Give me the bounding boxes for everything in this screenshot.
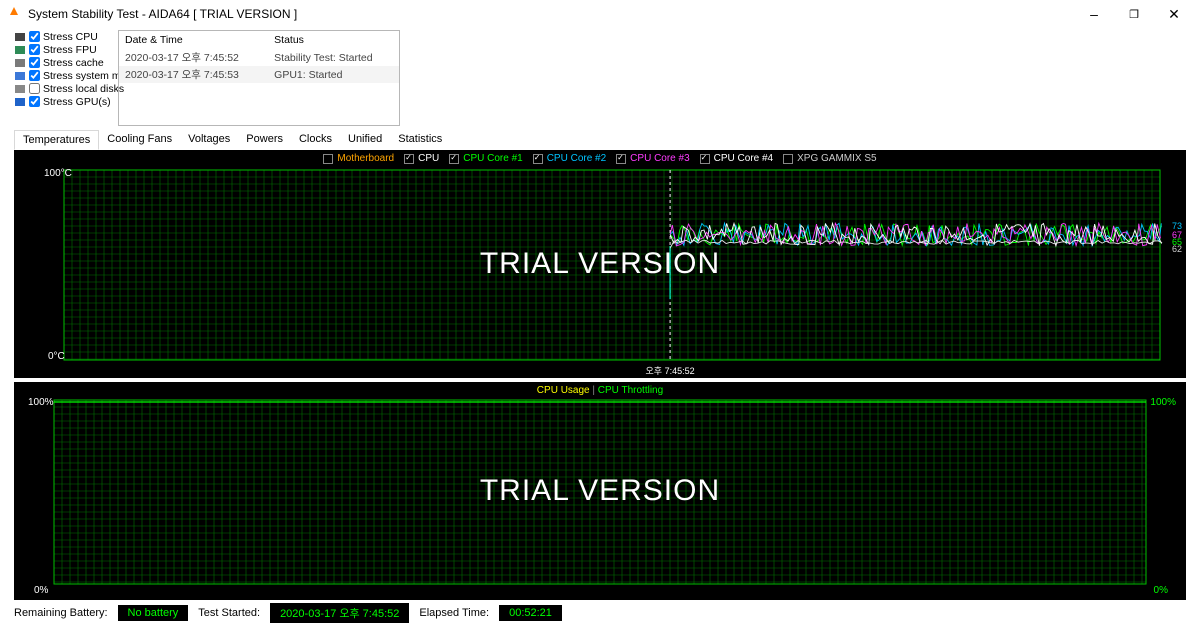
tab-voltages[interactable]: Voltages	[180, 130, 238, 150]
tab-statistics[interactable]: Statistics	[390, 130, 450, 150]
top-panels: Stress CPUStress FPUStress cacheStress s…	[0, 28, 1200, 130]
chart-area: Motherboard CPU CPU Core #1 CPU Core #2 CPU …	[0, 150, 1200, 604]
log-cell-status: GPU1: Started	[268, 66, 399, 83]
stress-icon	[14, 70, 26, 82]
legend-item[interactable]: CPU Core #4	[700, 153, 773, 164]
legend-label: CPU Core #4	[714, 153, 773, 164]
stress-option[interactable]: Stress FPU	[14, 43, 112, 56]
legend-item[interactable]: CPU Core #2	[533, 153, 606, 164]
tab-bar: TemperaturesCooling FansVoltagesPowersCl…	[0, 130, 1200, 150]
log-row: 2020-03-17 오후 7:45:52Stability Test: Sta…	[119, 49, 399, 66]
log-cell-date: 2020-03-17 오후 7:45:53	[119, 66, 268, 83]
log-panel: Date & Time Status 2020-03-17 오후 7:45:52…	[118, 30, 400, 126]
tab-powers[interactable]: Powers	[238, 130, 291, 150]
stress-checkbox[interactable]	[29, 83, 40, 94]
tab-cooling-fans[interactable]: Cooling Fans	[99, 130, 180, 150]
close-button[interactable]: ✕	[1154, 4, 1194, 24]
log-row: 2020-03-17 오후 7:45:53GPU1: Started	[119, 66, 399, 83]
legend-checkbox[interactable]	[323, 154, 333, 164]
stress-option[interactable]: Stress system memory	[14, 69, 112, 82]
stress-options: Stress CPUStress FPUStress cacheStress s…	[14, 30, 112, 126]
status-bar: Remaining Battery: No battery Test Start…	[0, 604, 1200, 628]
stress-option[interactable]: Stress local disks	[14, 82, 112, 95]
legend-checkbox[interactable]	[449, 154, 459, 164]
legend-checkbox[interactable]	[700, 154, 710, 164]
window-title: System Stability Test - AIDA64 [ TRIAL V…	[28, 7, 297, 21]
stress-icon	[14, 31, 26, 43]
stress-option[interactable]: Stress cache	[14, 56, 112, 69]
battery-label: Remaining Battery:	[14, 607, 108, 619]
tab-unified[interactable]: Unified	[340, 130, 390, 150]
minimize-button[interactable]: –	[1074, 4, 1114, 24]
elapsed-value: 00:52:21	[499, 605, 562, 621]
legend-label: Motherboard	[337, 153, 394, 164]
legend-item[interactable]: Motherboard	[323, 153, 394, 164]
stress-label: Stress CPU	[43, 31, 98, 43]
stress-checkbox[interactable]	[29, 31, 40, 42]
stress-icon	[14, 44, 26, 56]
started-value: 2020-03-17 오후 7:45:52	[270, 603, 409, 623]
usage-y-min: 0%	[34, 585, 48, 596]
usage-legend: CPU Usage | CPU Throttling	[14, 385, 1186, 396]
stress-icon	[14, 83, 26, 95]
legend-checkbox[interactable]	[616, 154, 626, 164]
maximize-button[interactable]: ❐	[1114, 4, 1154, 24]
stress-label: Stress local disks	[43, 83, 124, 95]
started-label: Test Started:	[198, 607, 260, 619]
log-col-date: Date & Time	[119, 31, 268, 49]
legend-item[interactable]: CPU Core #1	[449, 153, 522, 164]
legend-label: CPU	[418, 153, 439, 164]
temp-y-min: 0°C	[48, 351, 65, 362]
temp-y-max: 100°C	[44, 168, 72, 179]
usage-right-max: 100%	[1150, 397, 1176, 408]
temp-x-time: 오후 7:45:52	[646, 364, 695, 377]
stress-option[interactable]: Stress GPU(s)	[14, 95, 112, 108]
stress-icon	[14, 96, 26, 108]
legend-label: CPU Core #2	[547, 153, 606, 164]
usage-y-max: 100%	[28, 397, 54, 408]
stress-checkbox[interactable]	[29, 57, 40, 68]
legend-checkbox[interactable]	[783, 154, 793, 164]
stress-label: Stress cache	[43, 57, 104, 69]
legend-item[interactable]: CPU	[404, 153, 439, 164]
legend-checkbox[interactable]	[404, 154, 414, 164]
usage-chart: CPU Usage | CPU Throttling 100% 0% 100% …	[14, 382, 1186, 600]
legend-label: CPU Core #1	[463, 153, 522, 164]
tab-temperatures[interactable]: Temperatures	[14, 130, 99, 150]
legend-item[interactable]: XPG GAMMIX S5	[783, 153, 876, 164]
legend-cpu-usage[interactable]: CPU Usage	[537, 385, 590, 396]
log-cell-date: 2020-03-17 오후 7:45:52	[119, 49, 268, 66]
temperature-legend: Motherboard CPU CPU Core #1 CPU Core #2 CPU …	[14, 153, 1186, 164]
stress-option[interactable]: Stress CPU	[14, 30, 112, 43]
battery-value: No battery	[118, 605, 189, 621]
usage-right-min: 0%	[1154, 585, 1168, 596]
legend-label: XPG GAMMIX S5	[797, 153, 876, 164]
log-col-status: Status	[268, 31, 399, 49]
legend-label: CPU Core #3	[630, 153, 689, 164]
legend-item[interactable]: CPU Core #3	[616, 153, 689, 164]
stress-label: Stress GPU(s)	[43, 96, 111, 108]
stress-checkbox[interactable]	[29, 44, 40, 55]
stress-checkbox[interactable]	[29, 70, 40, 81]
log-cell-status: Stability Test: Started	[268, 49, 399, 66]
app-icon	[6, 6, 22, 22]
tab-clocks[interactable]: Clocks	[291, 130, 340, 150]
temp-readout: 62	[1172, 244, 1182, 254]
legend-cpu-throttling[interactable]: CPU Throttling	[598, 385, 663, 396]
legend-checkbox[interactable]	[533, 154, 543, 164]
titlebar: System Stability Test - AIDA64 [ TRIAL V…	[0, 0, 1200, 28]
stress-label: Stress FPU	[43, 44, 97, 56]
temperature-chart: Motherboard CPU CPU Core #1 CPU Core #2 CPU …	[14, 150, 1186, 378]
stress-checkbox[interactable]	[29, 96, 40, 107]
elapsed-label: Elapsed Time:	[419, 607, 489, 619]
stress-icon	[14, 57, 26, 69]
